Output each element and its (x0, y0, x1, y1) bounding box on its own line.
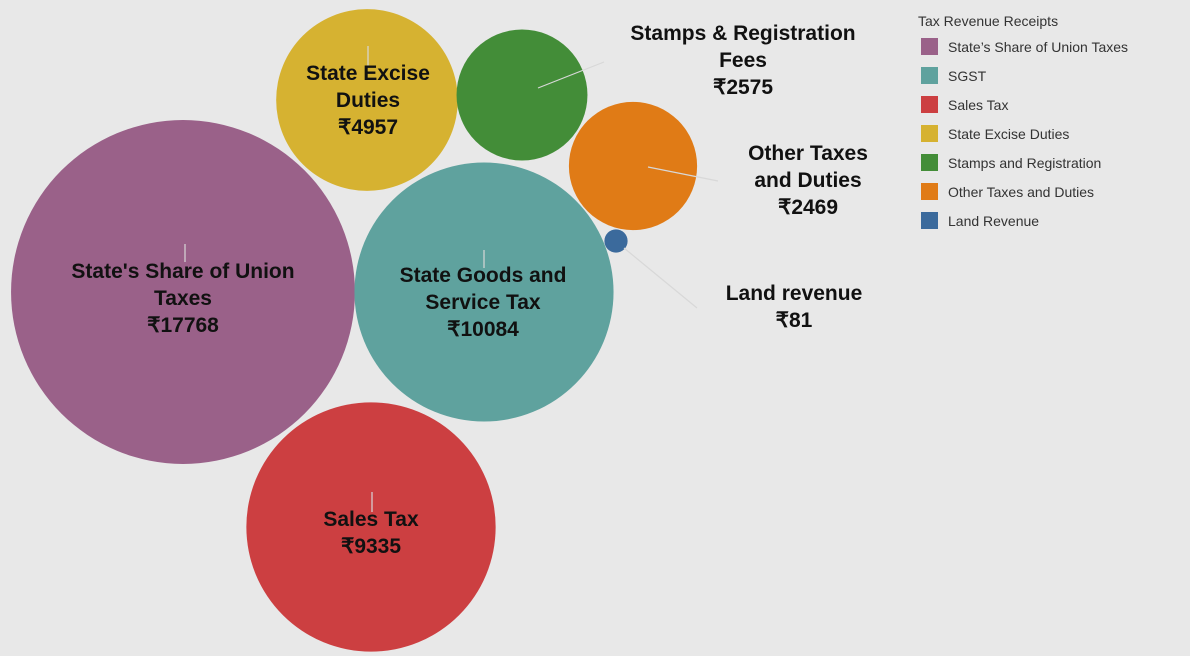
bubble-value: ₹9335 (340, 535, 402, 558)
legend-swatch (921, 125, 938, 142)
bubble-value: ₹2469 (777, 196, 839, 219)
bubble-value: ₹81 (775, 309, 813, 332)
legend-item: State’s Share of Union Taxes (918, 32, 1128, 61)
legend-label: Stamps and Registration (948, 154, 1102, 171)
legend-swatch (921, 96, 938, 113)
legend-item: Other Taxes and Duties (918, 177, 1128, 206)
bubble-name: Other Taxes and Duties (748, 142, 868, 192)
legend-swatch (921, 38, 938, 55)
legend-item: State Excise Duties (918, 119, 1128, 148)
legend-swatch (921, 154, 938, 171)
legend-label: Sales Tax (948, 96, 1009, 113)
bubble-label: Stamps & Registration Fees ₹2575 (608, 20, 878, 101)
bubble-value: ₹10084 (447, 318, 519, 341)
legend-item: Stamps and Registration (918, 148, 1128, 177)
legend-item: Land Revenue (918, 206, 1128, 235)
bubble (354, 162, 614, 422)
bubble-label: State's Share of Union Taxes ₹17768 (48, 258, 318, 339)
legend-title: Tax Revenue Receipts (918, 13, 1059, 29)
legend-swatch (921, 212, 938, 229)
bubble (568, 101, 698, 231)
leader-line (537, 61, 605, 89)
bubble-label: Land revenue ₹81 (694, 280, 894, 334)
bubble-name: State Goods and Service Tax (399, 264, 567, 314)
bubble-label: State Goods and Service Tax ₹10084 (383, 262, 583, 343)
bubble-label: State Excise Duties ₹4957 (288, 60, 448, 141)
bubble (456, 29, 588, 161)
bubble-label: Sales Tax ₹9335 (271, 506, 471, 560)
bubble (276, 9, 458, 191)
bubble-value: ₹2575 (712, 76, 774, 99)
leader-line (647, 166, 719, 182)
legend-label: SGST (948, 67, 987, 84)
bubble-name: Land revenue (725, 282, 863, 305)
legend-label: Land Revenue (948, 212, 1040, 229)
legend-label: State Excise Duties (948, 125, 1070, 142)
legend-item: Sales Tax (918, 90, 1128, 119)
bubble-name: State's Share of Union Taxes (71, 260, 295, 310)
bubble (246, 402, 496, 652)
bubble (604, 229, 628, 253)
legend-label: Other Taxes and Duties (948, 183, 1095, 200)
legend-label: State’s Share of Union Taxes (948, 38, 1129, 55)
leader-line (623, 247, 698, 309)
bubble-value: ₹17768 (147, 314, 219, 337)
bubble-value: ₹4957 (337, 116, 399, 139)
bubble-name: State Excise Duties (306, 62, 430, 112)
bubble-name: Stamps & Registration Fees (630, 22, 856, 72)
bubble (11, 120, 355, 464)
legend-swatch (921, 183, 938, 200)
bubble-label: Other Taxes and Duties ₹2469 (728, 140, 888, 221)
bubble-name: Sales Tax (323, 508, 419, 531)
legend-item: SGST (918, 61, 1128, 90)
legend: Tax Revenue Receipts State’s Share of Un… (918, 10, 1128, 235)
legend-swatch (921, 67, 938, 84)
